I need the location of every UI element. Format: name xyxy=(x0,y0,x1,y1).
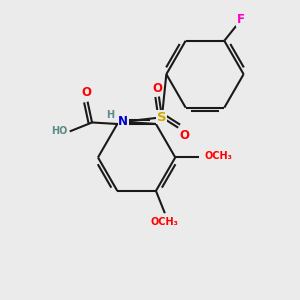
Text: F: F xyxy=(237,14,245,26)
Text: OCH₃: OCH₃ xyxy=(151,217,179,227)
Text: O: O xyxy=(152,82,162,95)
Text: HO: HO xyxy=(51,126,68,136)
Text: H: H xyxy=(106,110,114,120)
Text: O: O xyxy=(81,86,91,99)
Text: N: N xyxy=(118,115,128,128)
Text: O: O xyxy=(179,129,189,142)
Text: S: S xyxy=(157,111,167,124)
Text: OCH₃: OCH₃ xyxy=(205,151,233,161)
